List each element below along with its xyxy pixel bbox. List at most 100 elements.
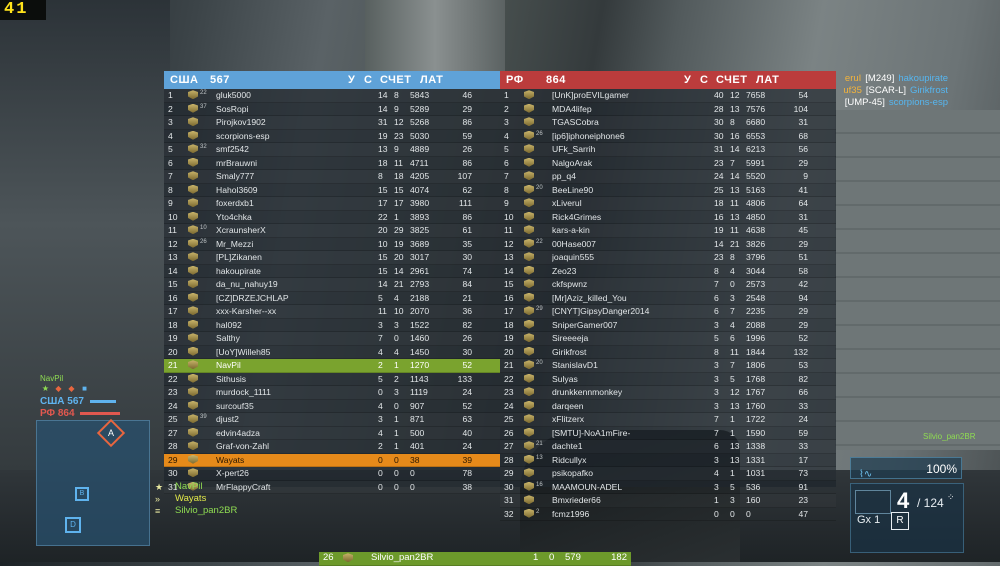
- scoreboard-row[interactable]: 3 TGASCobra 30 8 6680 31: [500, 116, 836, 130]
- rank-insignia-icon: [188, 414, 198, 424]
- rank-insignia: [524, 224, 552, 236]
- scoreboard-row[interactable]: 25 39 djust2 3 1 871 63: [164, 413, 500, 427]
- rank-position: 10: [504, 211, 514, 222]
- reserve-ammo: / 124: [917, 496, 944, 510]
- scoreboard-row[interactable]: 13 joaquin555 23 8 3796 51: [500, 251, 836, 265]
- scoreboard-row[interactable]: 22 Sulyas 3 5 1768 82: [500, 373, 836, 386]
- scoreboard-row[interactable]: 17 xxx-Karsher--xx 11 10 2070 36: [164, 305, 500, 319]
- scoreboard-row[interactable]: 26 [SMTU]-NoA1mFire- 7 1 1590 59: [500, 427, 836, 440]
- deaths: 3: [394, 387, 399, 398]
- scoreboard-row[interactable]: 20 Girikfrost 8 11 1844 132: [500, 346, 836, 359]
- scoreboard-row[interactable]: 15 ckfspwnz 7 0 2573 42: [500, 278, 836, 292]
- scoreboard-row[interactable]: 7 pp_q4 24 14 5520 9: [500, 170, 836, 184]
- scoreboard-row[interactable]: 19 Sireeeeja 5 6 1996 52: [500, 332, 836, 346]
- scoreboard-row[interactable]: 27 edvin4adza 4 1 500 40: [164, 427, 500, 440]
- rank-position: 16: [168, 292, 178, 303]
- scoreboard-row[interactable]: 21 20 StanislavD1 3 7 1806 53: [500, 359, 836, 373]
- scoreboard-row[interactable]: 15 da_nu_nahuy19 14 21 2793 84: [164, 278, 500, 292]
- scoreboard-row[interactable]: 16 [CZ]DRZEJCHLAP 5 4 2188 21: [164, 292, 500, 305]
- rank-insignia-icon: [524, 468, 534, 478]
- rank-insignia-icon: [524, 346, 534, 356]
- score: 2793: [410, 279, 430, 290]
- scoreboard-row[interactable]: 12 22 00Hase007 14 21 3826 29: [500, 238, 836, 251]
- scoreboard-row[interactable]: 3 Pirojkov1902 31 12 5268 86: [164, 116, 500, 130]
- scoreboard-row[interactable]: 9 foxerdxb1 17 17 3980 111: [164, 197, 500, 211]
- scoreboard-row[interactable]: 10 Rick4Grimes 16 13 4850 31: [500, 211, 836, 224]
- scoreboard-row[interactable]: 6 NalgoArak 23 7 5991 29: [500, 157, 836, 170]
- rank-position: 4: [504, 130, 509, 141]
- scoreboard-row[interactable]: 30 X-pert26 0 0 0 78: [164, 467, 500, 481]
- scoreboard-row[interactable]: 23 drunkkennmonkey 3 12 1767 66: [500, 386, 836, 400]
- scoreboard-row[interactable]: 26 Silvio_pan2BR 1 0 579 182: [319, 552, 631, 566]
- rank-insignia: [188, 116, 216, 128]
- scoreboard-row[interactable]: 9 xLiverul 18 11 4806 64: [500, 197, 836, 211]
- scoreboard-row[interactable]: 24 darqeen 3 13 1760 33: [500, 400, 836, 413]
- rank-insignia-icon: [524, 319, 534, 329]
- scoreboard-row[interactable]: 32 2 fcmz1996 0 0 0 47: [500, 508, 836, 521]
- scoreboard-row[interactable]: 10 Yto4chka 22 1 3893 86: [164, 211, 500, 224]
- deaths: 1: [730, 414, 735, 425]
- scoreboard-row[interactable]: 28 Graf-von-Zahl 2 1 401 24: [164, 440, 500, 454]
- scoreboard-header-ru: РФ 864 У С СЧЕТ ЛАТ: [500, 71, 836, 89]
- scoreboard-row[interactable]: 8 20 BeeLine90 25 13 5163 41: [500, 184, 836, 197]
- rank-position: 3: [504, 117, 509, 128]
- scoreboard-row[interactable]: 14 Zeo23 8 4 3044 58: [500, 265, 836, 278]
- scoreboard-row[interactable]: 11 kars-a-kin 19 11 4638 45: [500, 224, 836, 238]
- scoreboard-row[interactable]: 18 hal092 3 3 1522 82: [164, 319, 500, 332]
- rank-insignia-icon: [188, 103, 198, 113]
- rank-insignia-icon: [188, 144, 198, 154]
- score: 5991: [746, 157, 766, 168]
- scoreboard-row[interactable]: 5 32 smf2542 13 9 4889 26: [164, 143, 500, 157]
- rank-insignia: 37: [188, 103, 216, 115]
- player-name: fcmz1996: [552, 508, 590, 519]
- ping: 52: [798, 333, 808, 344]
- squad-member: ★ NavPil: [155, 481, 237, 493]
- scoreboard-row[interactable]: 6 mrBrauwni 18 11 4711 86: [164, 157, 500, 170]
- scoreboard-row[interactable]: 31 Bmxrieder66 1 3 160 23: [500, 494, 836, 508]
- kills: 5: [378, 373, 383, 384]
- scoreboard-row[interactable]: 2 MDA4lifep 28 13 7576 104: [500, 103, 836, 116]
- scoreboard-row[interactable]: 25 xFlitzerx 7 1 1722 24: [500, 413, 836, 427]
- scoreboard-row[interactable]: 22 Sithusis 5 2 1143 133: [164, 373, 500, 386]
- kills: 3: [714, 360, 719, 371]
- scoreboard-row[interactable]: 29 psikopafko 4 1 1031 73: [500, 467, 836, 481]
- scoreboard-row[interactable]: 19 Salthy 7 0 1460 26: [164, 332, 500, 346]
- scoreboard-row[interactable]: 7 Smaly777 8 18 4205 107: [164, 170, 500, 184]
- scoreboard-row[interactable]: 12 26 Mr_Mezzi 10 19 3689 35: [164, 238, 500, 251]
- player-name: Rick4Grimes: [552, 211, 602, 222]
- scoreboard-row[interactable]: 1 [UnK]proEVILgamer 40 12 7658 54: [500, 89, 836, 103]
- scoreboard-row[interactable]: 11 10 XcraunsherX 20 29 3825 61: [164, 224, 500, 238]
- scoreboard-row[interactable]: 14 hakoupirate 15 14 2961 74: [164, 265, 500, 278]
- scoreboard-row[interactable]: 20 [UoY]Willeh85 4 4 1450 30: [164, 346, 500, 359]
- kills: 3: [378, 414, 383, 425]
- kills: 0: [378, 454, 383, 465]
- scoreboard-row[interactable]: 4 scorpions-esp 19 23 5030 59: [164, 130, 500, 143]
- scoreboard-row[interactable]: 21 NavPil 2 1 1270 52: [164, 359, 500, 373]
- scoreboard-row[interactable]: 2 37 SosRopi 14 9 5289 29: [164, 103, 500, 116]
- deaths: 17: [394, 198, 404, 209]
- scoreboard-row[interactable]: 27 21 dachte1 6 13 1338 33: [500, 440, 836, 454]
- scoreboard-row[interactable]: 1 22 gluk5000 14 8 5843 46: [164, 89, 500, 103]
- scoreboard-row[interactable]: 31 MrFlappyCraft 0 0 0 38: [164, 481, 500, 494]
- scoreboard-row[interactable]: 4 26 [ip6]iphoneiphone6 30 16 6553 68: [500, 130, 836, 143]
- scoreboard-row[interactable]: 13 [PL]Zikanen 15 20 3017 30: [164, 251, 500, 265]
- deaths: 13: [730, 184, 740, 195]
- scoreboard-row[interactable]: 5 UFk_Sarrih 31 14 6213 56: [500, 143, 836, 157]
- scoreboard-row[interactable]: 30 16 MAAMOUN-ADEL 3 5 536 91: [500, 481, 836, 494]
- rank-position: 1: [168, 90, 173, 101]
- scoreboard-row[interactable]: 23 murdock_1111 0 3 1119 24: [164, 386, 500, 400]
- scoreboard-row[interactable]: 28 13 Ridcullyx 3 13 1331 17: [500, 454, 836, 467]
- minimap-player-name: NavPil: [40, 374, 64, 383]
- rank-insignia: [188, 184, 216, 196]
- deaths: 7: [730, 360, 735, 371]
- scoreboard-row[interactable]: 17 29 [CNYT]GipsyDanger2014 6 7 2235 29: [500, 305, 836, 319]
- scoreboard-row[interactable]: 29 Wayats 0 0 38 39: [164, 453, 500, 467]
- ping: 53: [798, 360, 808, 371]
- scoreboard-row[interactable]: 16 [Mr]Aziz_killed_You 6 3 2548 94: [500, 292, 836, 305]
- ping: 26: [462, 144, 472, 155]
- scoreboard-row[interactable]: 18 SniperGamer007 3 4 2088 29: [500, 319, 836, 332]
- scoreboard-row[interactable]: 8 Hahol3609 15 15 4074 62: [164, 184, 500, 197]
- ping: 86: [462, 157, 472, 168]
- ping: 21: [462, 292, 472, 303]
- scoreboard-row[interactable]: 24 surcouf35 4 0 907 52: [164, 400, 500, 413]
